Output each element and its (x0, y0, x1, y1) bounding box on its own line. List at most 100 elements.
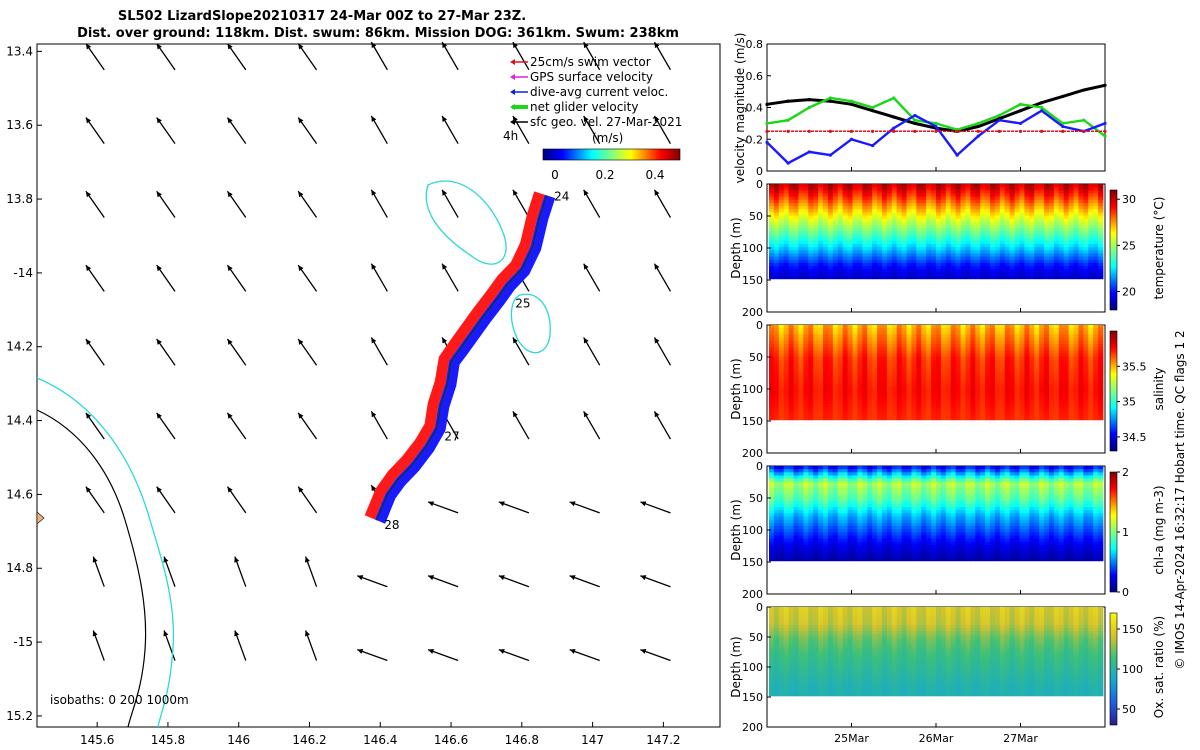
heatmap-cell (1078, 334, 1084, 339)
map-ytick-label: -14 (13, 266, 33, 280)
heatmap-cell (1098, 362, 1104, 367)
heatmap-cell (1073, 240, 1079, 245)
vector-arrowhead (512, 42, 518, 49)
heatmap-cell (788, 491, 794, 495)
heatmap-cell (931, 221, 937, 226)
heatmap-cell (837, 413, 844, 418)
heatmap-cell (1058, 347, 1065, 351)
heatmap-cell (1068, 381, 1074, 386)
heatmap-cell (793, 494, 799, 499)
heatmap-cell (970, 218, 976, 223)
heatmap-cell (872, 190, 878, 194)
heatmap-cell (955, 193, 961, 198)
heatmap-cell (960, 372, 966, 377)
heatmap-cell (847, 519, 853, 524)
heatmap-cell (994, 272, 1001, 277)
heatmap-cell (1024, 340, 1030, 345)
heatmap-cell (837, 269, 844, 273)
heatmap-cell (1019, 256, 1025, 261)
heatmap-cell (1088, 231, 1094, 236)
heatmap-cell (857, 478, 863, 483)
heatmap-cell (832, 193, 839, 198)
heatmap-cell (808, 510, 814, 514)
heatmap-cell (985, 199, 991, 204)
heatmap-cell (1019, 362, 1025, 367)
heatmap-cell (769, 510, 775, 514)
heatmap-cell (1063, 353, 1070, 358)
heatmap-cell (990, 262, 996, 267)
heatmap-cell (783, 488, 790, 492)
heatmap-cell (926, 275, 932, 280)
heatmap-cell (965, 359, 971, 364)
heatmap-cell (818, 529, 824, 533)
heatmap-cell (911, 394, 917, 399)
heatmap-cell (1053, 247, 1060, 251)
heatmap-cell (970, 378, 976, 383)
heatmap-cell (975, 328, 981, 332)
heatmap-cell (886, 215, 893, 220)
heatmap-cell (769, 334, 775, 339)
heatmap-cell (793, 378, 799, 383)
heatmap-cell (813, 410, 819, 414)
heatmap-cell (931, 259, 937, 264)
heatmap-cell (1073, 231, 1079, 236)
heatmap-cell (788, 407, 794, 411)
heatmap-cell (936, 372, 942, 377)
heatmap-cell (1063, 247, 1070, 251)
heatmap-cell (867, 225, 873, 229)
heatmap-cell (1019, 369, 1025, 373)
heatmap-cell (1063, 416, 1070, 421)
heatmap-cell (773, 328, 780, 332)
heatmap-cell (1063, 253, 1070, 258)
heatmap-cell (773, 397, 780, 402)
heatmap-cell (823, 266, 829, 270)
heatmap-cell (1044, 212, 1050, 217)
heatmap-cell (808, 362, 814, 367)
heatmap-cell (837, 206, 844, 210)
heatmap-cell (916, 343, 922, 348)
vector-arrowhead (357, 648, 364, 654)
heatmap-cell (818, 193, 824, 198)
heatmap-cell (872, 350, 878, 354)
heatmap-cell (793, 343, 799, 348)
heatmap-cell (803, 369, 809, 373)
heatmap-cell (1024, 193, 1030, 198)
heatmap-cell (783, 416, 790, 421)
heatmap-cell (1078, 237, 1084, 242)
heatmap-cell (999, 262, 1006, 267)
heatmap-cell (823, 212, 829, 217)
heatmap-cell (867, 375, 873, 380)
heatmap-cell (857, 407, 863, 411)
heatmap-cell (1068, 202, 1074, 207)
heatmap-cell (842, 206, 848, 210)
heatmap-cell (881, 388, 888, 392)
heatmap-cell (877, 256, 883, 261)
heatmap-cell (1009, 366, 1015, 370)
heatmap-cell (950, 388, 957, 392)
heatmap-cell (926, 212, 932, 217)
heatmap-cell (857, 184, 863, 188)
map-ytick-label: -15 (13, 635, 33, 649)
heatmap-cell (832, 551, 839, 555)
heatmap-cell (940, 193, 947, 198)
heatmap-cell (1098, 381, 1104, 386)
heatmap-cell (1083, 206, 1089, 210)
heatmap-cell (891, 343, 898, 348)
heatmap-cell (837, 221, 844, 226)
heatmap-cell (769, 538, 775, 543)
heatmap-cell (1019, 328, 1025, 332)
heatmap-cell (1004, 340, 1011, 345)
heatmap-cell (926, 397, 932, 402)
heatmap-cell (1024, 262, 1030, 267)
heatmap-cell (1039, 266, 1045, 270)
heatmap-cell (808, 359, 814, 364)
heatmap-cell (808, 259, 814, 264)
heatmap-cell (955, 262, 961, 267)
heatmap-cell (1029, 400, 1035, 405)
heatmap-cell (994, 328, 1001, 332)
heatmap-cell (813, 510, 819, 514)
heatmap-cell (832, 347, 839, 351)
vector-arrowhead (442, 337, 448, 344)
heatmap-cell (1048, 262, 1055, 267)
heatmap-cell (842, 416, 848, 421)
